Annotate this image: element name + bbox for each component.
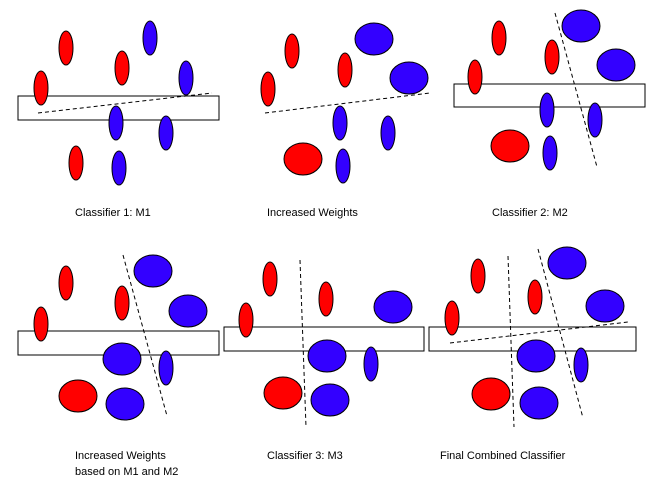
blue-point: [332, 105, 348, 141]
caption-panel-5: Classifier 3: M3: [267, 450, 343, 462]
red-point: [58, 30, 74, 66]
blue-point-weighted: [102, 342, 142, 376]
red-point: [284, 33, 300, 69]
blue-point: [573, 347, 589, 383]
blue-point-weighted: [389, 61, 429, 95]
red-point: [114, 50, 130, 86]
blue-point: [111, 150, 127, 186]
blue-point: [158, 115, 174, 151]
red-point-weighted: [283, 142, 323, 176]
red-point-weighted: [471, 377, 511, 411]
blue-point-weighted: [354, 22, 394, 56]
red-point-weighted: [490, 129, 530, 163]
caption-panel-3: Classifier 2: M2: [492, 207, 568, 219]
red-point: [470, 258, 486, 294]
blue-point-weighted: [310, 383, 350, 417]
blue-point: [158, 350, 174, 386]
blue-point: [380, 115, 396, 151]
red-point: [238, 302, 254, 338]
red-point: [491, 20, 507, 56]
decision-boundary: [537, 248, 584, 419]
blue-point-weighted: [133, 254, 173, 288]
panel-4: [17, 254, 220, 421]
red-point: [33, 306, 49, 342]
red-point: [337, 52, 353, 88]
red-point-weighted: [58, 379, 98, 413]
red-point: [527, 279, 543, 315]
decision-boundary: [507, 255, 515, 428]
decision-boundary: [449, 321, 629, 344]
red-point: [114, 285, 130, 321]
blue-point-weighted: [547, 246, 587, 280]
red-point: [68, 145, 84, 181]
panel-5: [223, 259, 425, 428]
red-point: [260, 71, 276, 107]
blue-point: [108, 105, 124, 141]
blue-point-weighted: [105, 387, 145, 421]
red-point: [444, 300, 460, 336]
blue-point: [335, 148, 351, 184]
caption-panel-2: Increased Weights: [267, 207, 358, 219]
panel-6: [428, 246, 637, 428]
caption-panel-1: Classifier 1: M1: [75, 207, 151, 219]
blue-point-weighted: [373, 290, 413, 324]
blue-point: [142, 20, 158, 56]
caption-panel-4-line-1: Increased Weights: [75, 450, 166, 462]
caption-panel-6: Final Combined Classifier: [440, 450, 566, 462]
blue-point: [363, 346, 379, 382]
red-point: [544, 39, 560, 75]
panel-3: [453, 9, 646, 171]
blue-point-weighted: [519, 386, 559, 420]
red-point: [467, 59, 483, 95]
decision-boundary: [299, 259, 307, 428]
decision-boundary: [554, 12, 598, 168]
panel-2: [260, 22, 431, 184]
decision-boundary: [264, 92, 431, 114]
panel-1: [17, 20, 220, 186]
red-point: [262, 261, 278, 297]
blue-point-weighted: [307, 339, 347, 373]
blue-point-weighted: [596, 48, 636, 82]
red-point: [318, 281, 334, 317]
red-point: [58, 265, 74, 301]
red-point: [33, 70, 49, 106]
blue-point: [178, 60, 194, 96]
blue-point-weighted: [561, 9, 601, 43]
blue-point: [542, 135, 558, 171]
blue-point-weighted: [168, 294, 208, 328]
caption-panel-4-line-2: based on M1 and M2: [75, 466, 179, 478]
blue-point-weighted: [585, 289, 625, 323]
blue-point: [539, 92, 555, 128]
blue-point-weighted: [516, 339, 556, 373]
red-point-weighted: [263, 376, 303, 410]
decision-boundary: [37, 92, 213, 114]
blue-point: [587, 102, 603, 138]
